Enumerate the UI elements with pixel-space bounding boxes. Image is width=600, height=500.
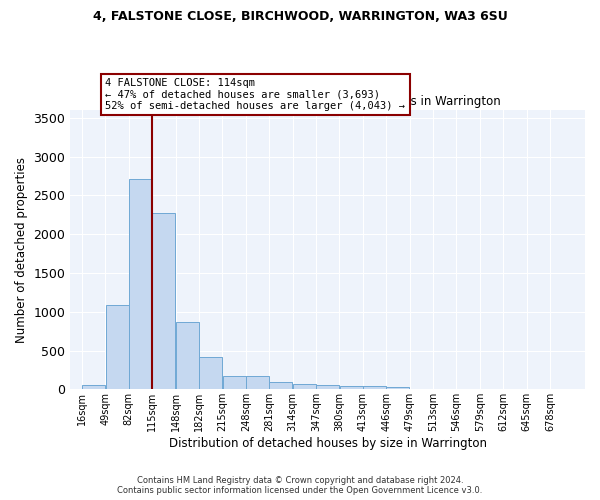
Bar xyxy=(386,388,409,390)
Bar xyxy=(152,214,175,390)
Text: 4, FALSTONE CLOSE, BIRCHWOOD, WARRINGTON, WA3 6SU: 4, FALSTONE CLOSE, BIRCHWOOD, WARRINGTON… xyxy=(92,10,508,23)
Bar xyxy=(176,322,199,390)
Bar xyxy=(199,356,222,390)
Bar xyxy=(269,382,292,390)
X-axis label: Distribution of detached houses by size in Warrington: Distribution of detached houses by size … xyxy=(169,437,487,450)
Bar xyxy=(129,179,152,390)
Bar xyxy=(316,385,339,390)
Bar xyxy=(246,376,269,390)
Bar xyxy=(82,385,105,390)
Title: Size of property relative to detached houses in Warrington: Size of property relative to detached ho… xyxy=(154,94,501,108)
Text: Contains HM Land Registry data © Crown copyright and database right 2024.
Contai: Contains HM Land Registry data © Crown c… xyxy=(118,476,482,495)
Bar xyxy=(410,388,433,390)
Bar xyxy=(106,305,128,390)
Y-axis label: Number of detached properties: Number of detached properties xyxy=(15,156,28,342)
Bar xyxy=(340,386,362,390)
Text: 4 FALSTONE CLOSE: 114sqm
← 47% of detached houses are smaller (3,693)
52% of sem: 4 FALSTONE CLOSE: 114sqm ← 47% of detach… xyxy=(106,78,406,111)
Bar xyxy=(293,384,316,390)
Bar xyxy=(223,376,245,390)
Bar xyxy=(363,386,386,390)
